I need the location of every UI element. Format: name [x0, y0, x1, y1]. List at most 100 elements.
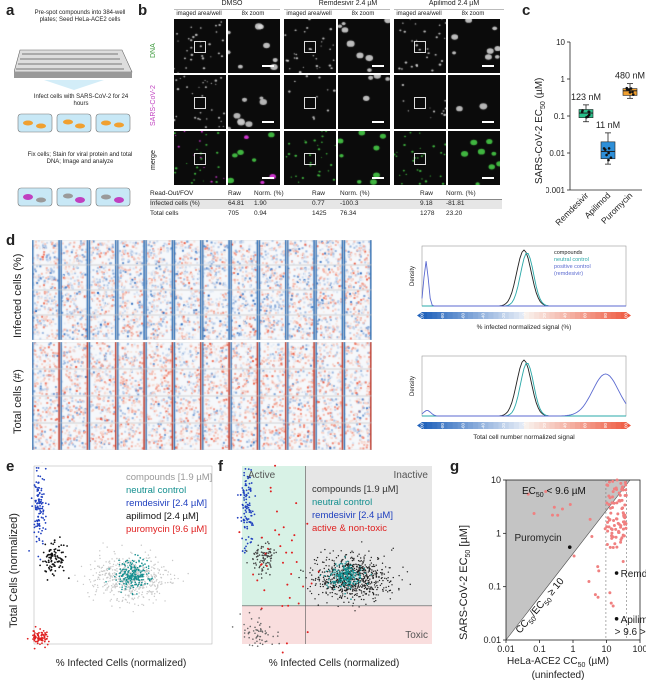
scatter-f: Active Inactive Toxic compounds [1.9 µM] neu… — [231, 464, 432, 654]
f-legend-3: active & non-toxic — [312, 523, 387, 534]
colorbar-tick: 100 — [624, 423, 629, 431]
g-xtick-label: 1 — [570, 644, 575, 654]
density-legend-2: positive control — [554, 264, 591, 270]
micrograph-r2-c1-full — [284, 131, 336, 185]
condition-dmso: DMSO — [221, 0, 243, 7]
colorbar-tick: 20 — [542, 313, 547, 319]
infected-heatmap — [32, 240, 372, 340]
scatter-frame — [33, 465, 213, 645]
micrograph-r2-c0-full — [174, 131, 226, 185]
step3-text: Fix cells; Stain for viral protein and t… — [27, 152, 133, 165]
heatmap-label-total: Total cells (#) — [12, 369, 24, 434]
micrograph-r1-c2-zoom — [448, 75, 500, 129]
density-xlabel: Total cell number normalized signal — [473, 434, 575, 441]
f-toxic-points — [231, 608, 281, 647]
density-positive — [421, 373, 627, 417]
c-box-0 — [578, 104, 594, 123]
c-box-2 — [622, 83, 638, 99]
c-annotation-0: 123 nM — [571, 92, 601, 102]
density-legend-3: (remdesivir) — [554, 271, 583, 277]
f-apilimod — [245, 536, 278, 579]
row-label-merge: merge — [150, 150, 157, 170]
g-point-apilimod — [614, 616, 619, 621]
f-legend-2: remdesivir [2.4 µM] — [312, 510, 393, 521]
c-box-1 — [600, 132, 616, 165]
g-xtick-label: 100 — [632, 644, 646, 654]
colorbar-tick: -20 — [501, 313, 506, 320]
density-legend-0: compounds — [554, 250, 583, 256]
colorbar-tick: 20 — [542, 423, 547, 429]
colorbar-tick: -80 — [440, 313, 445, 320]
g-xlabel2: (uninfected) — [531, 670, 585, 681]
c-ytick-label: 0.001 — [546, 186, 566, 195]
table-header-6: Norm. (%) — [446, 190, 476, 197]
g-xtick-label: 0.1 — [533, 644, 546, 654]
f-active-nontoxic — [238, 464, 320, 654]
panel-label-f: f — [218, 458, 223, 475]
colorbar-tick: 0 — [522, 423, 527, 426]
micrograph-r0-c2-zoom — [448, 19, 500, 73]
colorbar-tick: 80 — [603, 313, 608, 319]
g-label-puromycin: Puromycin — [515, 533, 562, 544]
colorbar-tick: -100 — [420, 423, 425, 433]
panel-label-b: b — [138, 2, 148, 19]
g-ytick-label: 1 — [496, 528, 501, 538]
g-points — [526, 478, 628, 608]
density-frame — [421, 355, 627, 417]
total-cells-heatmap — [32, 342, 372, 450]
f-remdesivir — [236, 467, 257, 554]
g-label-remdesivir: Remdesivir — [621, 569, 646, 580]
micrograph-r0-c1-full — [284, 19, 336, 73]
table-cell-r0-c3: 0.77 — [312, 200, 325, 207]
f-xlabel: % Infected Cells (normalized) — [268, 658, 400, 669]
e-compounds — [74, 542, 189, 613]
g-title: EC50 < 9.6 µM — [522, 486, 586, 499]
colorbar-tick: 100 — [624, 313, 629, 321]
colorbar-tick: 40 — [562, 423, 567, 429]
e-legend-1: neutral control — [126, 485, 186, 496]
e-legend-2: remdesivir [2.4 µM] — [126, 498, 207, 509]
e-neutral — [105, 553, 154, 596]
colorbar-tick: 0 — [522, 313, 527, 316]
colorbar-tick: -40 — [481, 423, 486, 430]
g-label-threshold: > 9.6 > 40 — [615, 627, 646, 638]
col-imaged-1: imaged area/well — [286, 11, 332, 17]
table-header-5: Raw — [420, 190, 434, 197]
table-cell-r1-c6: 23.20 — [446, 210, 463, 217]
e-puromycin — [26, 625, 50, 650]
f-label-toxic: Toxic — [405, 630, 428, 641]
table-cell-r0-c0: Infected cells (%) — [150, 200, 200, 207]
density-ylabel: Density — [410, 266, 416, 286]
micrograph-r1-c0-zoom — [228, 75, 280, 129]
colorbar-tick: -80 — [440, 423, 445, 430]
infection-dishes — [17, 113, 131, 133]
c-ytick-label: 0.1 — [554, 112, 566, 121]
micrograph-r2-c0-zoom — [228, 131, 280, 185]
f-legend-1: neutral control — [312, 497, 372, 508]
table-cell-r1-c3: 1425 — [312, 210, 327, 217]
g-xtick-label: 0.01 — [497, 644, 515, 654]
f-active-region — [242, 466, 306, 606]
table-cell-r0-c4: -100.3 — [340, 200, 359, 207]
table-cell-r0-c6: -81.81 — [446, 200, 465, 207]
density-xlabel: % infected normalized signal (%) — [477, 324, 572, 331]
micrograph-r0-c0-full — [174, 19, 226, 73]
colorbar-tick: -40 — [481, 313, 486, 320]
micrograph-r2-c1-zoom — [338, 131, 390, 185]
density-legend-1: neutral control — [554, 257, 589, 263]
colorbar-tick: 40 — [562, 313, 567, 319]
table-cell-r1-c0: Total cells — [150, 210, 179, 217]
density-ylabel: Density — [410, 376, 416, 396]
colorbar-tick: 60 — [583, 423, 588, 429]
col-zoom-1: 8x zoom — [351, 11, 375, 17]
table-cell-r1-c4: 76.34 — [340, 210, 357, 217]
table-cell-r0-c1: 64.81 — [228, 200, 245, 207]
microscopy-panel: DMSO Remdesivir 2.4 µM Apilimod 2.4 µM i… — [150, 0, 510, 220]
density-frame — [421, 245, 627, 307]
c-annotation-2: 480 nM — [615, 71, 645, 81]
e-legend-3: apilimod [2.4 µM] — [126, 511, 199, 522]
row-label-dna: DNA — [150, 43, 157, 58]
step2-text: Infect cells with SARS-CoV-2 for 24 hour… — [33, 94, 129, 107]
